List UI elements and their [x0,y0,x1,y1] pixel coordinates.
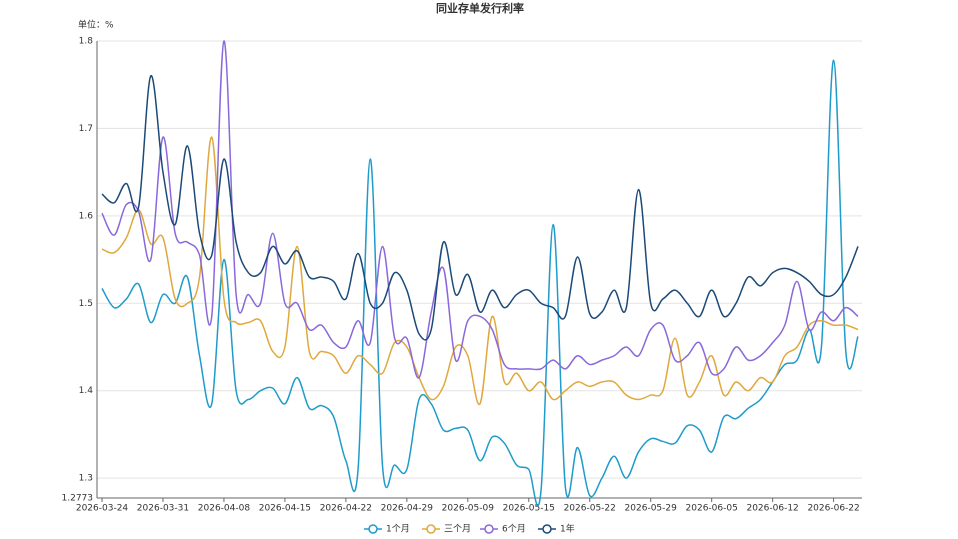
legend-marker [426,524,436,534]
x-tick-label: 2026-05-29 [625,504,678,514]
legend-marker [484,524,494,534]
y-tick-label: 1.5 [79,299,93,309]
y-tick-label: 1.4 [79,386,94,396]
y-unit-label: 单位：% [78,19,114,31]
x-tick-label: 2026-03-31 [137,504,189,514]
legend-marker [368,524,378,534]
chart-title: 同业存单发行利率 [436,1,524,15]
legend-label: 6个月 [502,524,526,535]
x-tick-label: 2026-05-15 [503,504,555,514]
y-tick-label: 1.8 [79,37,94,47]
legend-label: 1个月 [386,524,410,535]
line-series [101,59,859,507]
y-tick-label: 1.6 [79,211,94,221]
legend-label: 三个月 [444,524,471,535]
x-tick-label: 2026-04-29 [381,504,434,514]
x-tick-label: 2026-06-05 [686,504,738,514]
y-tick-label: 1.3 [79,474,93,484]
x-tick-label: 2026-04-15 [259,504,311,514]
x-tick-label: 2026-04-22 [320,504,372,514]
y-tick-label: 1.7 [79,124,93,134]
line-series [101,75,859,341]
x-tick-label: 2026-06-22 [807,504,859,514]
x-tick-label: 2026-06-12 [746,504,798,514]
line-series [101,40,859,379]
y-tick-label: 1.2773 [62,494,94,504]
x-tick-label: 2026-04-08 [198,504,251,514]
x-tick-label: 2026-05-09 [442,504,495,514]
x-tick-label: 2026-03-24 [76,504,129,514]
legend-item: 1个月 [364,524,410,535]
legend-label: 1年 [560,523,575,535]
x-tick-label: 2026-05-22 [564,504,616,514]
legend-marker [542,524,552,534]
legend-item: 1年 [538,523,575,535]
legend-item: 6个月 [480,524,526,535]
line-series [101,136,859,405]
legend-item: 三个月 [422,524,471,535]
